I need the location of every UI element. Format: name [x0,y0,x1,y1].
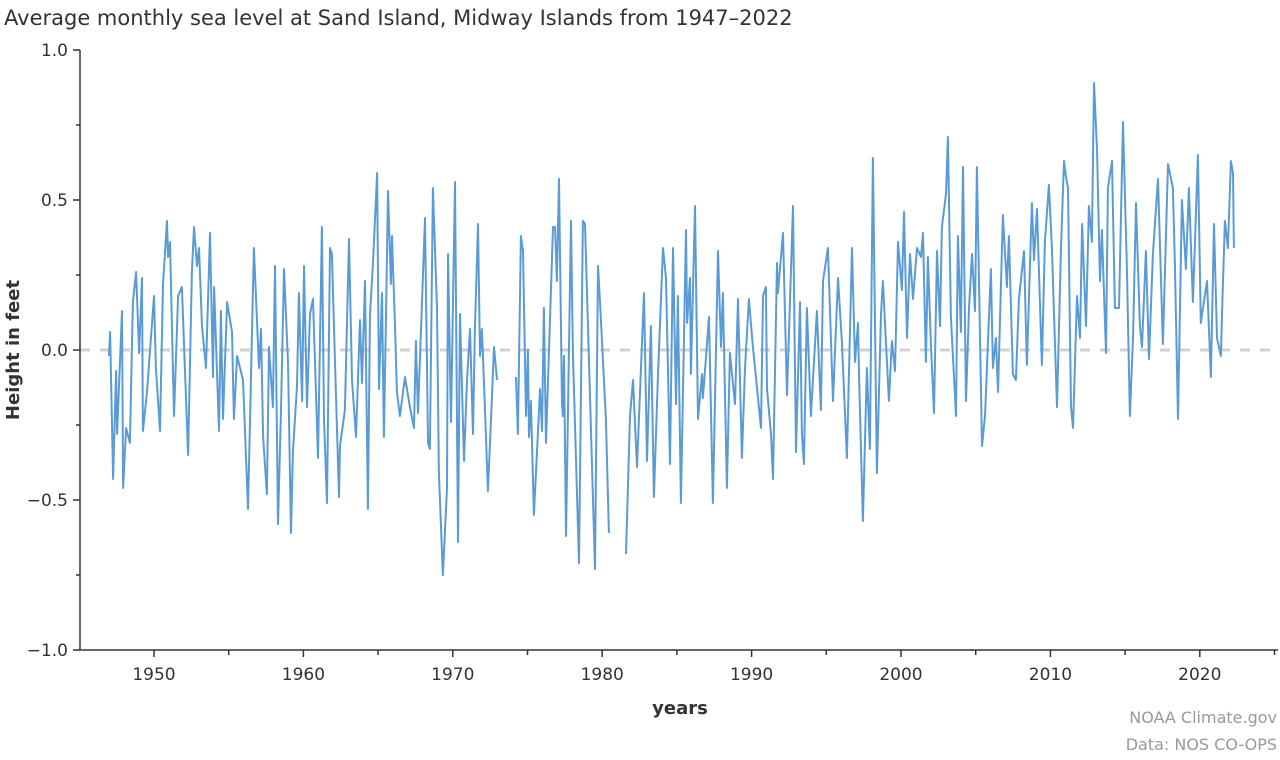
sea-level-line [108,82,1235,576]
y-tick-label: 1.0 [41,41,68,61]
y-tick-label: −1.0 [27,641,68,661]
y-tick-label: −0.5 [27,491,68,511]
x-axis: 1950 1960 1970 1980 1990 2000 2010 2020 [80,649,1278,685]
x-tick-label: 2010 [1029,665,1072,685]
y-axis-label: Height in feet [3,280,24,421]
y-tick-label: 0.5 [41,191,68,211]
x-tick-label: 1980 [581,665,624,685]
x-tick-label: 1970 [431,665,474,685]
x-tick-label: 1960 [282,665,325,685]
x-tick-label: 1950 [132,665,175,685]
y-axis: 1.0 0.5 0.0 −0.5 −1.0 [27,41,81,661]
y-tick-label: 0.0 [41,341,68,361]
credit-data: Data: NOS CO-OPS [1126,735,1277,754]
chart-title: Average monthly sea level at Sand Island… [4,6,793,30]
x-tick-label: 2020 [1178,665,1221,685]
credit-source: NOAA Climate.gov [1129,708,1277,727]
x-axis-label: years [652,698,708,719]
x-tick-label: 1990 [730,665,773,685]
x-tick-label: 2000 [879,665,922,685]
